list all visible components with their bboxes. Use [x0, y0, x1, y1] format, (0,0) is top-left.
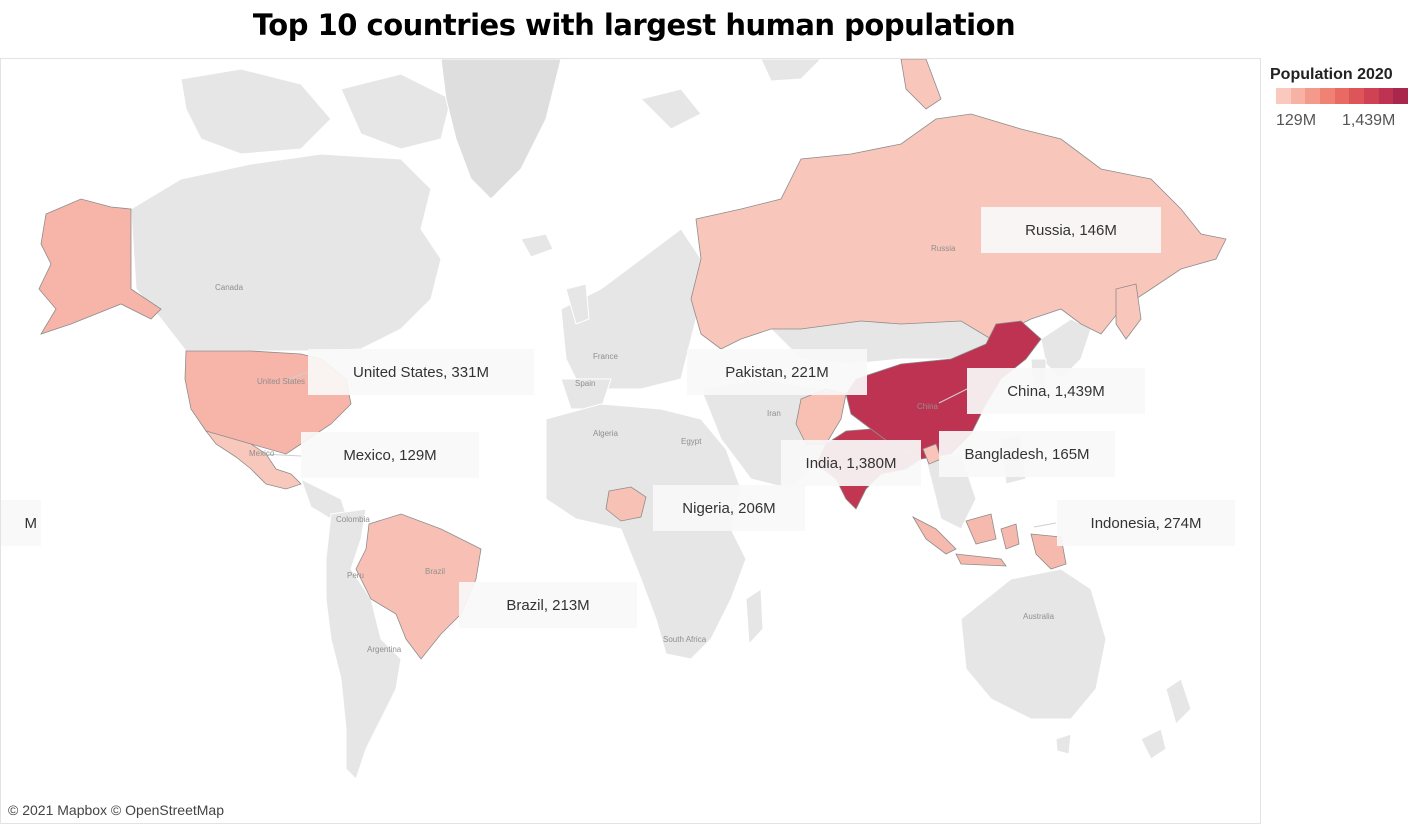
- legend-swatch: [1393, 88, 1409, 104]
- country-shape-russia-kamchatka[interactable]: [1115, 283, 1142, 340]
- legend-max-label: 1,439M: [1342, 112, 1396, 129]
- legend-swatch: [1276, 88, 1291, 104]
- callout-china[interactable]: China, 1,439M: [967, 368, 1145, 414]
- map-label-france: France: [593, 352, 618, 361]
- country-shape-russia[interactable]: [690, 113, 1227, 350]
- legend-color-ramp: [1276, 88, 1409, 104]
- legend-title: Population 2020: [1270, 66, 1393, 83]
- callout-pakistan[interactable]: Pakistan, 221M: [687, 349, 867, 395]
- map-label-colombia: Colombia: [336, 515, 370, 524]
- map-panel[interactable]: Canada France Spain Algeria Egypt Iran C…: [0, 58, 1261, 824]
- map-label-united-states: United States: [257, 377, 306, 386]
- map-label-china: China: [917, 402, 938, 411]
- legend-swatch: [1378, 88, 1394, 104]
- legend-swatch: [1320, 88, 1335, 104]
- country-shape-brazil[interactable]: [355, 513, 482, 660]
- legend-min-label: 129M: [1276, 112, 1317, 129]
- map-title: Top 10 countries with largest human popu…: [252, 8, 1016, 42]
- country-shape-russia-novaya-zemlya[interactable]: [900, 59, 942, 110]
- legend-swatch: [1349, 88, 1365, 104]
- map-label-algeria: Algeria: [593, 429, 618, 438]
- legend-swatch: [1334, 88, 1350, 104]
- map-label-south-africa: South Africa: [663, 635, 707, 644]
- legend-swatch: [1364, 88, 1379, 104]
- legend-swatch: [1290, 88, 1306, 104]
- color-legend: Population 2020 129M 1,439M: [1270, 66, 1410, 129]
- map-label-peru: Peru: [347, 571, 364, 580]
- callout-bangladesh[interactable]: Bangladesh, 165M: [939, 431, 1115, 477]
- callout-india[interactable]: India, 1,380M: [781, 440, 921, 486]
- map-label-australia: Australia: [1023, 612, 1055, 621]
- callout-offscreen-partial[interactable]: M: [1, 500, 41, 546]
- leader-lines: [262, 371, 1057, 528]
- map-label-russia: Russia: [931, 244, 956, 253]
- map-label-spain: Spain: [575, 379, 596, 388]
- country-shape-mexico[interactable]: [204, 430, 302, 490]
- map-label-egypt: Egypt: [681, 437, 702, 446]
- map-label-canada: Canada: [215, 283, 244, 292]
- map-label-iran: Iran: [767, 409, 781, 418]
- map-label-mexico: Mexico: [249, 449, 275, 458]
- country-shape-alaska[interactable]: [38, 198, 162, 335]
- map-attribution[interactable]: © 2021 Mapbox © OpenStreetMap: [8, 802, 224, 818]
- map-label-brazil: Brazil: [425, 567, 446, 576]
- callout-mexico[interactable]: Mexico, 129M: [301, 432, 479, 478]
- map-label-argentina: Argentina: [367, 645, 402, 654]
- callout-brazil[interactable]: Brazil, 213M: [459, 582, 637, 628]
- callout-indonesia[interactable]: Indonesia, 274M: [1057, 500, 1235, 546]
- legend-swatch: [1305, 88, 1321, 104]
- country-shape-nigeria[interactable]: [605, 486, 647, 522]
- country-shape-indonesia[interactable]: [911, 513, 1067, 570]
- callout-nigeria[interactable]: Nigeria, 206M: [653, 485, 805, 531]
- callout-russia[interactable]: Russia, 146M: [981, 207, 1161, 253]
- callout-united-states[interactable]: United States, 331M: [308, 349, 534, 395]
